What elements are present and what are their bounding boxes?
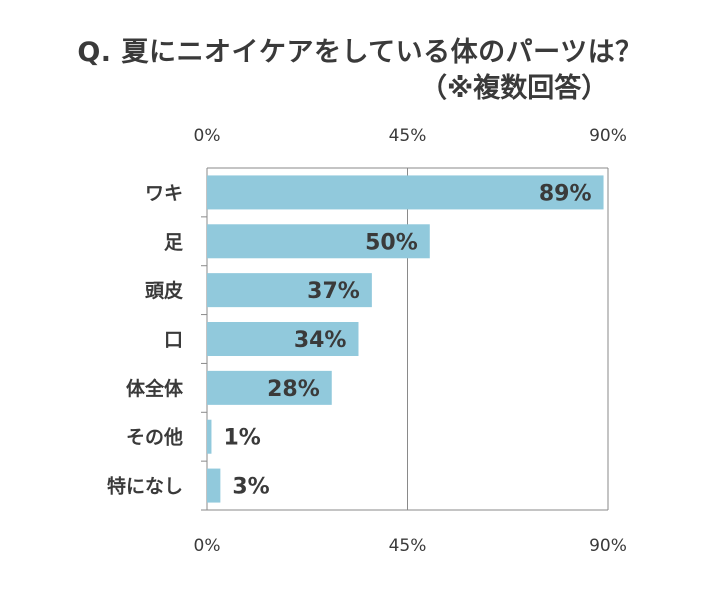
bar [207,468,221,503]
value-label: 3% [232,475,269,500]
category-label: 頭皮 [145,279,183,302]
x-tick-label-bottom: 0% [194,536,221,556]
chart-title: Q. 夏にニオイケアをしている体のパーツは？ [77,37,643,68]
x-tick-label-bottom: 45% [389,536,427,556]
chart-subtitle: （※複数回答） [420,73,609,104]
bar [207,370,332,405]
bar [207,224,430,259]
x-tick-label-bottom: 90% [589,536,627,556]
x-tick-label-top: 45% [389,126,427,146]
bar [207,273,372,308]
x-tick-label-top: 0% [194,126,221,146]
category-label: その他 [126,426,183,449]
bar [207,175,604,210]
value-label: 1% [223,426,260,451]
category-label: 足 [164,231,184,253]
labels: 0% 0% 45% 45% 90% 90% ワキ 89% 足 50% 頭皮 37% 口 34% 体全体 28%… [107,126,627,556]
category-label: 特になし [107,476,183,498]
bar [207,419,212,454]
category-label: ワキ [145,182,183,204]
value-label: 28% [267,377,320,402]
axes [201,167,608,511]
value-label: 37% [307,279,360,304]
bars [207,175,604,503]
value-label: 89% [539,181,592,206]
bar [207,322,359,356]
category-label: 体全体 [126,377,184,400]
value-label: 34% [294,328,347,353]
x-tick-label-top: 90% [589,126,627,146]
category-label: 口 [164,329,183,351]
value-label: 50% [365,230,418,255]
